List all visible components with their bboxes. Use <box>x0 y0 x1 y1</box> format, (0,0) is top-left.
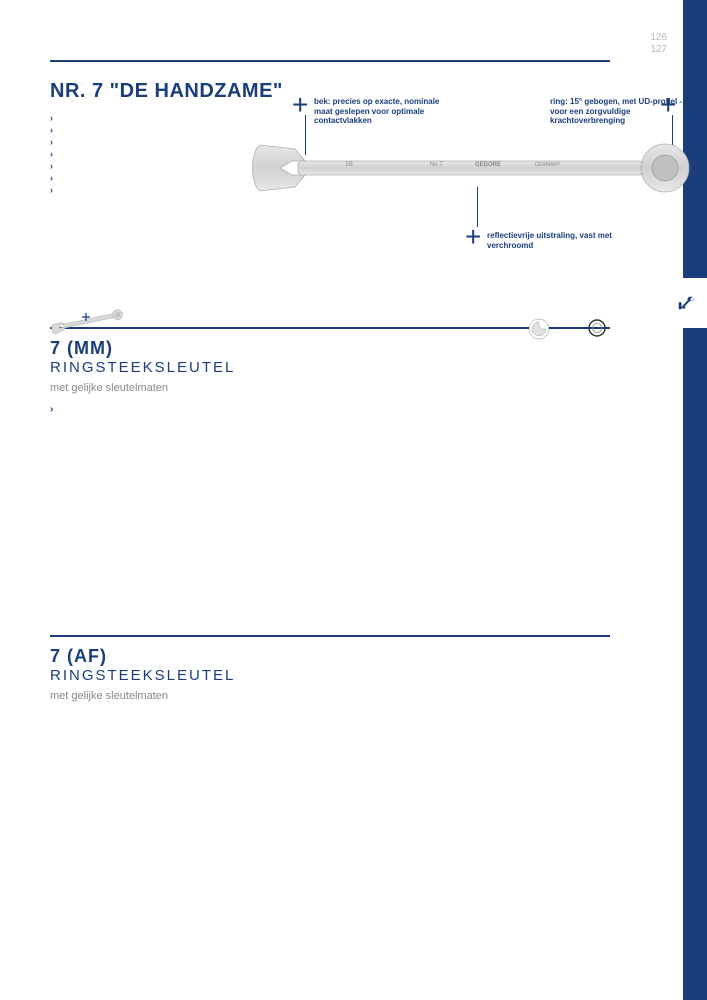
divider <box>50 635 610 637</box>
combination-wrench-icon: 18 No 7 GEDORE GERMANY <box>250 137 690 199</box>
wrench-screwdriver-icon <box>676 292 698 314</box>
section-mm: 7 (MM) RINGSTEEKSLEUTEL met gelijke sleu… <box>50 327 610 415</box>
product-code: 7 (AF) <box>50 647 610 667</box>
chevron-icon: › <box>50 404 610 415</box>
callout-finish: reflectievrije uitstraling, vast met ver… <box>487 231 627 250</box>
callout-jaw: bek: precies op exacte, nominale maat ge… <box>314 97 454 126</box>
page-num-2: 127 <box>650 44 667 56</box>
divider <box>50 327 610 329</box>
wrench-diagram: + + + bek: precies op exacte, nominale m… <box>50 97 610 277</box>
plus-icon: + <box>465 221 481 253</box>
svg-text:18: 18 <box>345 161 353 168</box>
svg-text:GERMANY: GERMANY <box>535 162 561 168</box>
callout-ring: ring: 15° gebogen, met UD-profiel - voor… <box>550 97 685 126</box>
svg-text:No 7: No 7 <box>430 162 443 168</box>
product-desc: met gelijke sleutelmaten <box>50 382 610 394</box>
divider-top <box>50 60 610 62</box>
open-jaw-icon <box>528 318 550 340</box>
product-code: 7 (MM) <box>50 339 610 359</box>
small-wrench-icon <box>48 305 128 335</box>
section-af: 7 (AF) RINGSTEEKSLEUTEL met gelijke sleu… <box>50 635 610 702</box>
page-num-1: 126 <box>650 32 667 44</box>
product-desc: met gelijke sleutelmaten <box>50 690 610 702</box>
side-tab-tools <box>667 278 707 328</box>
product-title: RINGSTEEKSLEUTEL <box>50 667 610 684</box>
page-content: NR. 7 "DE HANDZAME" › › › › › › › + + + … <box>0 0 660 702</box>
ring-end-icon <box>588 319 606 337</box>
svg-text:GEDORE: GEDORE <box>475 162 501 168</box>
page-numbers: 126 127 <box>650 32 667 56</box>
product-title: RINGSTEEKSLEUTEL <box>50 359 610 376</box>
